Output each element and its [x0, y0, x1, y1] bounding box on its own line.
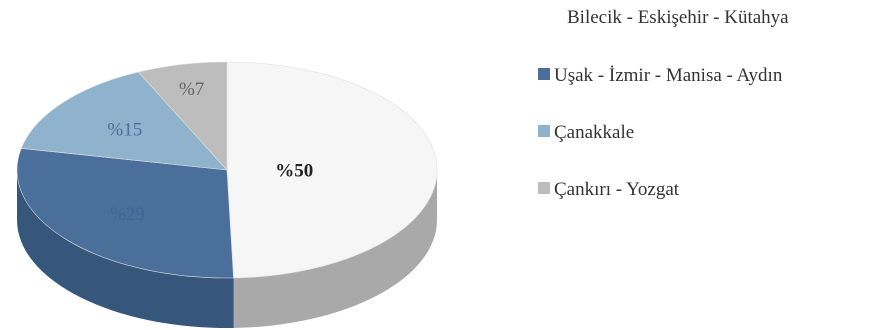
legend-label-3: Çankırı - Yozgat: [554, 179, 680, 200]
pie-slice-2: [20, 71, 228, 171]
pie-data-label-0: %50: [275, 160, 313, 181]
legend-swatch-0: [532, 8, 544, 20]
pie-slice-3: [137, 61, 228, 171]
legend-swatch-1: [538, 68, 550, 80]
pie-group: %50 %29 %15 %7: [16, 61, 438, 329]
legend-swatch-3: [538, 182, 550, 194]
legend-label-2: Çanakkale: [554, 122, 634, 143]
pie-data-label-2: %15: [107, 119, 142, 140]
legend-label-0: Bilecik - Eskişehir - Kütahya: [567, 7, 789, 28]
pie-slice-0: [226, 61, 438, 279]
legend: Bilecik - Eskişehir - Kütahya Uşak - İzm…: [532, 7, 789, 200]
legend-swatch-2: [538, 125, 550, 137]
pie-side-0: [233, 170, 437, 328]
legend-label-1: Uşak - İzmir - Manisa - Aydın: [554, 65, 783, 86]
pie-side-1: [16, 170, 234, 329]
pie-slice-1: [16, 147, 234, 279]
pie-data-label-3: %7: [179, 79, 204, 100]
pie-data-label-1: %29: [110, 204, 145, 225]
